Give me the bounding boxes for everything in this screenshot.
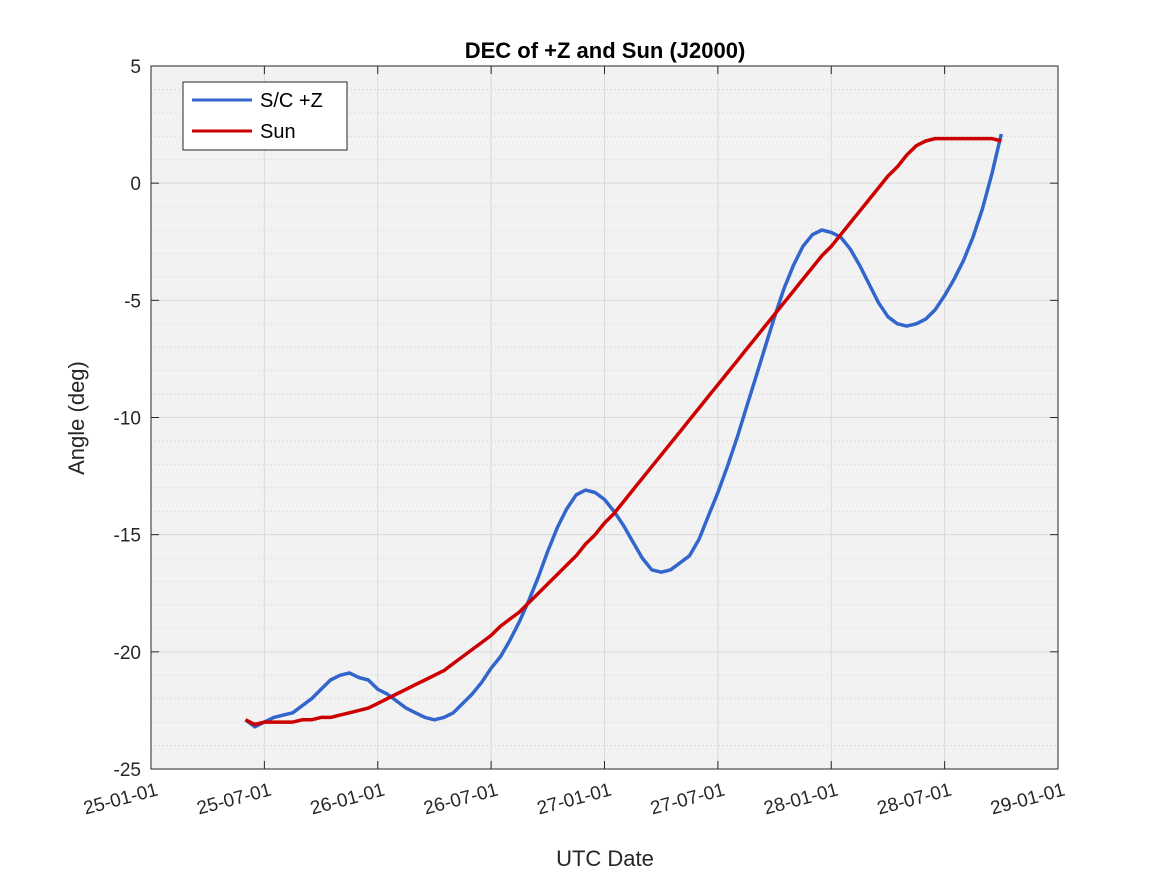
x-tick-label: 26-01-01	[308, 780, 387, 820]
y-tick-labels: 5 0 -5 -10 -15 -20 -25	[114, 57, 141, 781]
x-tick-label: 28-07-01	[875, 780, 954, 820]
x-tick-label: 29-01-01	[988, 780, 1067, 820]
x-tick-label: 27-07-01	[648, 780, 727, 820]
x-tick-label: 28-01-01	[762, 780, 841, 820]
series-layer	[244, 133, 1004, 729]
axis-ticks	[150, 65, 1059, 770]
x-tick-label: 26-07-01	[422, 780, 501, 820]
y-tick-label: -5	[124, 291, 141, 312]
y-tick-label: -15	[114, 526, 141, 547]
legend-box	[182, 81, 348, 151]
legend: S/C +Z Sun	[182, 81, 348, 151]
x-tick-label: 27-01-01	[535, 780, 614, 820]
x-tick-label: 25-07-01	[195, 780, 274, 820]
y-tick-label: -10	[114, 409, 141, 430]
y-tick-label: 5	[130, 57, 141, 78]
series-line-sun	[244, 136, 1002, 727]
legend-label-sun: Sun	[260, 121, 296, 143]
chart-title: DEC of +Z and Sun (J2000)	[465, 38, 746, 63]
y-tick-label: 0	[130, 174, 141, 195]
y-axis-label: Angle (deg)	[64, 361, 89, 475]
y-tick-label: -25	[114, 760, 141, 781]
legend-label-sc-z: S/C +Z	[260, 90, 323, 112]
series-line-sc-z	[244, 133, 1004, 729]
x-axis-label: UTC Date	[556, 846, 654, 871]
major-grid	[151, 66, 1058, 769]
x-tick-labels: 25-01-01 25-07-01 26-01-01 26-07-01 27-01-01…	[81, 780, 1067, 820]
x-tick-label: 25-01-01	[81, 780, 160, 820]
y-tick-label: -20	[114, 643, 141, 664]
